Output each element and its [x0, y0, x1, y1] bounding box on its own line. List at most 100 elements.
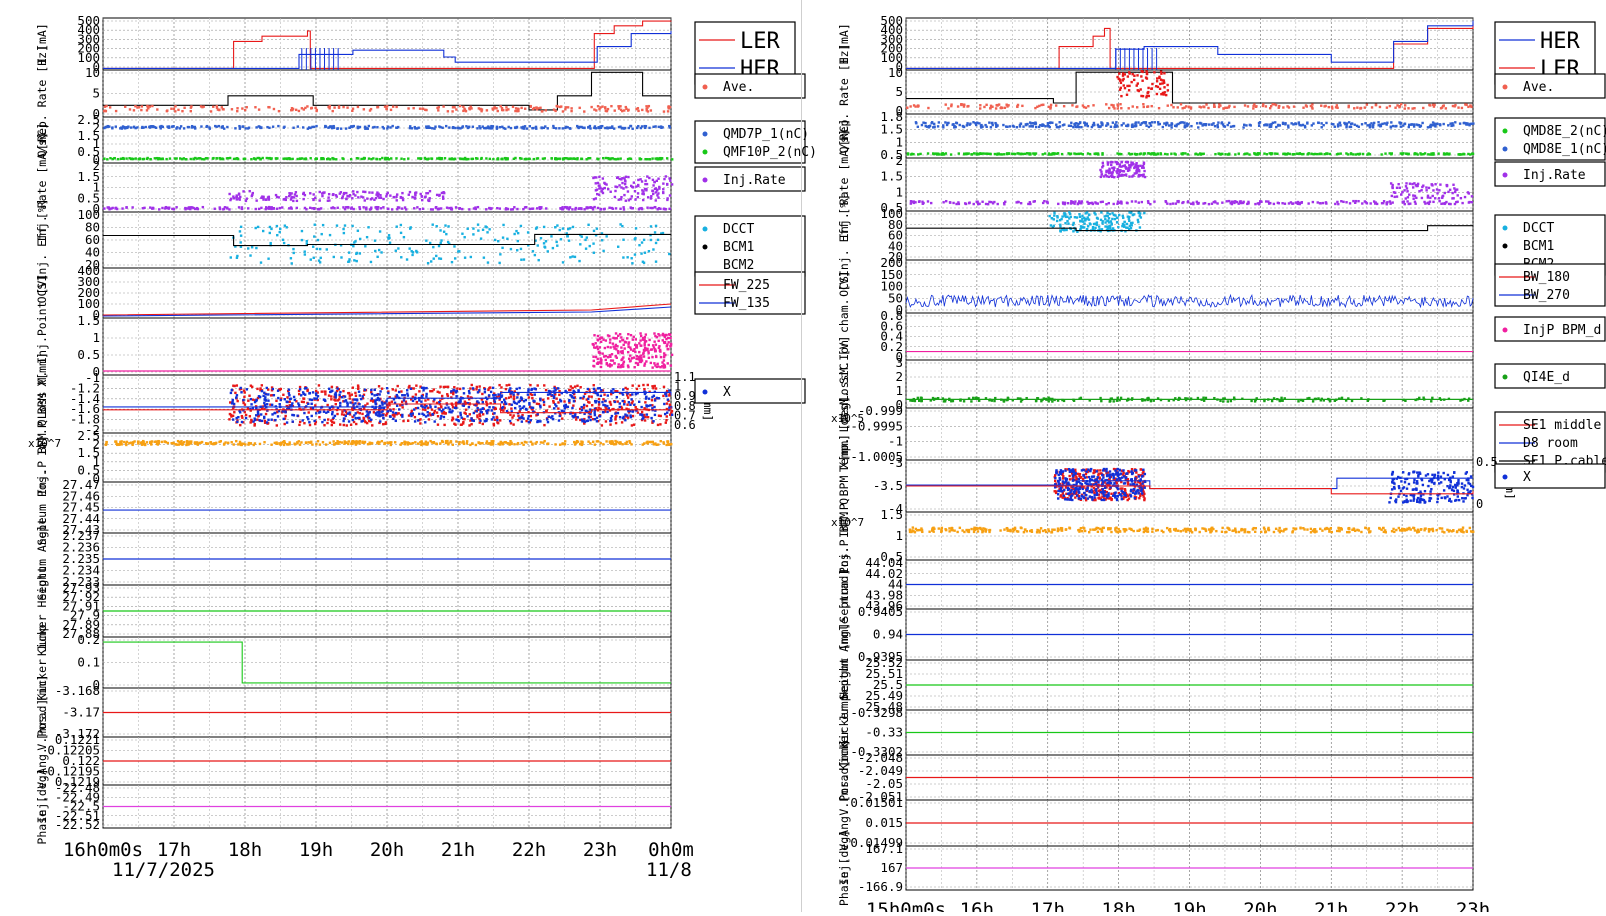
left-loss-monitor-burst-point: [638, 342, 640, 344]
left-loss-monitor-burst-point: [622, 352, 624, 354]
left-dcct-eff-points-point: [630, 257, 632, 259]
left-qmf10p-points-point: [250, 158, 252, 160]
left-loss-monitor-burst-point: [663, 366, 665, 368]
right-time-tick-label: 22h: [1385, 899, 1419, 912]
right-y-tick-label: 1: [895, 383, 903, 398]
left-qmd7p-points-point: [223, 127, 225, 129]
left-qmf10p-points-point: [291, 158, 293, 160]
left-loss-monitor-burst-point: [660, 356, 662, 358]
left-inj-rate-base-point: [485, 208, 487, 210]
left-bpm-q-points-point: [610, 442, 612, 444]
left-dcct-eff-points-point: [554, 226, 556, 228]
right-rep-rate-ave-point: [1328, 106, 1330, 108]
right-rep-rate-ave-point: [914, 105, 916, 107]
left-bpm-x-points-point: [539, 406, 541, 408]
left-bpm-x-points-point: [233, 403, 235, 405]
left-bpm-x-points-point: [559, 415, 561, 417]
left-dcct-eff-points-point: [440, 239, 442, 241]
right-rep-rate-ave-point: [1143, 106, 1145, 108]
left-dcct-eff-points-point: [239, 241, 241, 243]
right-legend-label: QMD8E_1(nC): [1523, 142, 1606, 157]
left-inj-rate-base-point: [228, 208, 230, 210]
left-dcct-eff-points-point: [586, 236, 588, 238]
left-bpm-x-points-point: [336, 387, 338, 389]
left-bpm-y-points-point: [627, 396, 629, 398]
left-qmf10p-points-point: [379, 158, 381, 160]
left-bpm-y-points-point: [323, 424, 325, 426]
left-bpm-q-points-point: [218, 441, 220, 443]
left-qmf10p-points-point: [659, 158, 661, 160]
left-bpm-x-points-point: [434, 420, 436, 422]
left-row-label: Inj. Eff [%]: [35, 198, 49, 281]
left-bpm-x-points-point: [571, 396, 573, 398]
left-qmf10p-points-point: [556, 158, 558, 160]
right-rep-rate-ave-point: [1167, 104, 1169, 106]
left-bpm-x-points-point: [628, 401, 630, 403]
left-dcct-eff-points-point: [317, 239, 319, 241]
left-bpm-x-points-point: [425, 415, 427, 417]
left-inj-rate-high-point: [262, 196, 264, 198]
left-qmd7p-points-point: [368, 125, 370, 127]
left-qmd7p-points-point: [604, 127, 606, 129]
left-bpm-q-points-point: [462, 441, 464, 443]
left-qmf10p-points-point: [215, 157, 217, 159]
right-rep-rate-ave-point: [1336, 104, 1338, 106]
left-dcct-eff-points-point: [427, 262, 429, 264]
left-bpm-q-points-point: [118, 444, 120, 446]
left-bpm-x-points-point: [548, 416, 550, 418]
left-bpm-x-points-point: [606, 411, 608, 413]
left-loss-monitor-burst-point: [651, 356, 653, 358]
left-qmd7p-points-point: [292, 127, 294, 129]
left-qmd7p-points-point: [472, 126, 474, 128]
left-qmf10p-points-point: [536, 157, 538, 159]
left-bpm-x-points-point: [381, 401, 383, 403]
left-bpm-x-points-point: [279, 403, 281, 405]
left-loss-monitor-burst-point: [669, 337, 671, 339]
right-rep-rate-ave-point: [1278, 107, 1280, 109]
right-rep-rate-ave-point: [1375, 104, 1377, 106]
left-rep-rate-ave-point: [140, 109, 142, 111]
left-qmd7p-points-point: [543, 127, 545, 129]
left-bpm-y-points-point: [402, 420, 404, 422]
left-dcct-eff-points-point: [621, 225, 623, 227]
left-bpm-x-points-point: [593, 388, 595, 390]
left-dcct-eff-points-point: [367, 226, 369, 228]
left-bpm-y-points-point: [644, 419, 646, 421]
left-dcct-eff-points-point: [499, 253, 501, 255]
left-bpm-y-points-point: [632, 415, 634, 417]
left-rep-rate-ave-point: [273, 108, 275, 110]
left-bpm-y-points-point: [616, 400, 618, 402]
left-dcct-eff-points-point: [445, 233, 447, 235]
right-rep-rate-ave-point: [995, 107, 997, 109]
left-dcct-eff-points-point: [438, 257, 440, 259]
left-inj-rate-high-point: [312, 193, 314, 195]
left-bpm-x-points-point: [644, 393, 646, 395]
left-bpm-x-points-point: [426, 411, 428, 413]
left-bpm-y-points-point: [598, 398, 600, 400]
left-bpm-y-points-point: [496, 416, 498, 418]
left-y-tick-label: 0.2: [77, 632, 100, 647]
left-bpm-x-points-point: [527, 417, 529, 419]
left-bpm-y-points-point: [548, 405, 550, 407]
left-y-tick-label: -3.168: [55, 683, 100, 698]
left-dcct-eff-points-point: [453, 245, 455, 247]
left-dcct-eff-points-point: [550, 235, 552, 237]
left-rep-rate-ave-point: [115, 110, 117, 112]
left-bpm-x-points-point: [277, 397, 279, 399]
left-qmd7p-points-point: [484, 127, 486, 129]
left-bpm-y-points-point: [434, 410, 436, 412]
right-rep-rate-ave-point: [1461, 107, 1463, 109]
left-inj-rate-late-point: [668, 177, 670, 179]
left-loss-monitor-burst-point: [640, 335, 642, 337]
left-qmd7p-points-point: [111, 126, 113, 128]
left-loss-monitor-burst-point: [663, 352, 665, 354]
left-loss-monitor-burst-point: [643, 350, 645, 352]
left-dcct-eff-points-point: [374, 239, 376, 241]
right-rep-rate-ave-point: [1151, 105, 1153, 107]
left-bpm-q-points-point: [508, 443, 510, 445]
left-rep-rate-ave-point: [442, 105, 444, 107]
left-bpm-x-points-point: [519, 400, 521, 402]
left-bpm-x-points-point: [455, 418, 457, 420]
left-rep-rate-ave-point: [625, 108, 627, 110]
left-inj-rate-base-point: [516, 208, 518, 210]
